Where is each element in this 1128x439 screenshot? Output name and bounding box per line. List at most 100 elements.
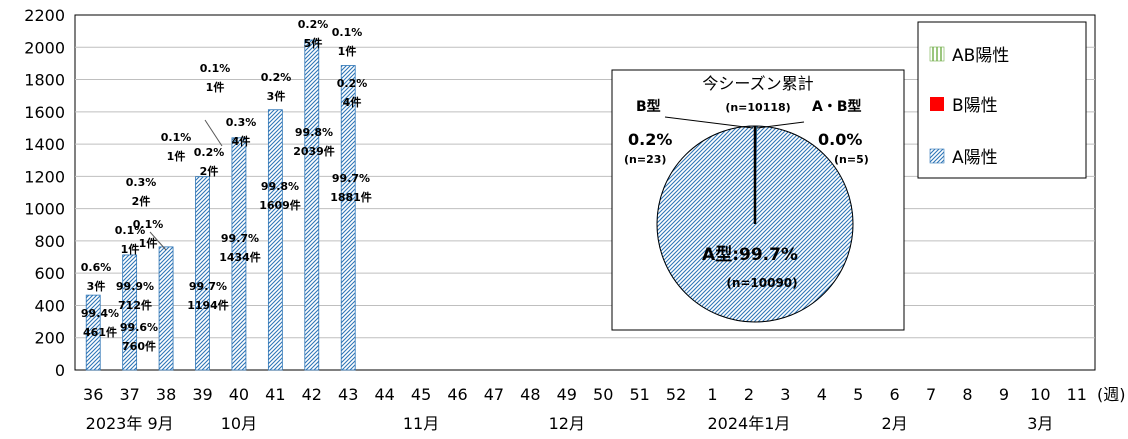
x-tick-label: 40 [229,385,249,404]
pie-total: (n=10118) [725,101,790,114]
legend-label-a: A陽性 [952,148,998,168]
legend-swatch-a [929,148,945,164]
legend-label-b: B陽性 [952,96,998,116]
y-tick-label: 1600 [24,103,65,122]
legend-swatch-b [930,97,944,111]
bar-data-label: 1881件 [330,190,372,204]
x-tick-label: 46 [447,385,467,404]
bar-data-label: 99.9% [116,280,154,293]
x-tick-label: 8 [962,385,972,404]
bar-data-label: 2件 [132,194,151,208]
pie-title: 今シーズン累計 [702,74,813,93]
y-tick-label: 0 [55,361,65,380]
leader-line [204,119,223,147]
x-tick-label: 5 [853,385,863,404]
bar-data-label: 99.7% [221,232,259,245]
pie-label-a-count: (n=10090) [726,276,797,290]
bar-data-label: 4件 [343,95,362,109]
x-tick-label: 2 [744,385,754,404]
bar-data-label: 2件 [200,164,219,178]
month-label: 12月 [549,414,585,433]
pie-label-ab-count: (n=5) [834,153,869,166]
bar-data-label: 99.7% [332,172,370,185]
pie-chart: 今シーズン累計 B型 (n=10118) A・B型 0.2% (n=23) 0.… [611,69,905,331]
month-label: 11月 [403,414,439,433]
bar-data-label: 1件 [206,80,225,94]
pie-label-ab-name: A・B型 [812,98,862,115]
x-tick-label: 7 [926,385,936,404]
bar-data-label: 99.6% [120,321,158,334]
bar-data-label: 99.7% [189,280,227,293]
x-tick-label: 51 [629,385,649,404]
x-axis: 36 37 38 39 40 41 42 43 44 45 46 47 48 49 50 51 52 1 2 3 4 5 6… [83,385,1125,404]
bar-data-label: 2039件 [293,144,335,158]
x-tick-label: 39 [192,385,212,404]
x-tick-label: 52 [666,385,686,404]
bar-data-label: 3件 [267,89,286,103]
bar-data-label: 99.8% [295,126,333,139]
x-tick-label: 42 [302,385,322,404]
leader-line [149,231,167,251]
x-tick-label: 11 [1067,385,1087,404]
month-label: 2月 [882,414,908,433]
x-tick-label: 50 [593,385,613,404]
bar-data-label: 4件 [232,134,251,148]
bar-A陽性-36 [85,294,101,371]
bar-data-label: 0.2% [337,77,368,90]
pie-leader-b [664,116,754,129]
pie-label-b-percent: 0.2% [628,130,672,149]
bar-data-label: 1件 [139,236,158,250]
x-tick-label: 48 [520,385,540,404]
y-tick-label: 1200 [24,167,65,186]
bar-data-label: 1194件 [187,298,229,312]
x-tick-label: 38 [156,385,176,404]
x-tick-label: 6 [890,385,900,404]
x-unit-label: (週) [1097,385,1126,404]
x-tick-label: 41 [265,385,285,404]
bar-data-label: 0.1% [200,62,231,75]
bar-A陽性-40 [231,137,247,371]
bar-data-label: 760件 [122,339,156,353]
legend-label-ab: AB陽性 [952,46,1009,66]
bar-data-label: 1434件 [219,250,261,264]
y-tick-label: 200 [34,329,65,348]
bar-data-label: 99.8% [261,180,299,193]
x-tick-label: 9 [999,385,1009,404]
x-tick-label: 10 [1030,385,1050,404]
bar-data-label: 1件 [167,149,186,163]
bar-data-label: 1609件 [259,198,301,212]
bar-A陽性-43 [340,65,356,371]
bar-data-label: 0.2% [261,71,292,84]
legend: AB陽性 B陽性 A陽性 [917,21,1087,179]
legend-swatch-ab [929,46,945,62]
y-tick-label: 2200 [24,6,65,25]
legend-box [917,21,1087,179]
bar-A陽性-39 [195,176,210,371]
pie-label-b-count: (n=23) [624,153,666,166]
bar-data-label: 1件 [338,44,357,58]
y-tick-label: 2000 [24,38,65,57]
x-tick-label: 49 [557,385,577,404]
bar-data-label: 0.3% [126,176,157,189]
x-tick-label: 47 [484,385,504,404]
bar-data-label: 0.2% [194,146,225,159]
x-tick-label: 36 [83,385,103,404]
bar-A陽性-41 [267,109,283,371]
plot-frame [74,14,1096,371]
month-label: 10月 [221,414,257,433]
y-tick-label: 1400 [24,135,65,154]
x-tick-label: 4 [817,385,827,404]
month-axis: 2023年 9月 10月 11月 12月 2024年1月 2月 3月 [86,414,1054,433]
bar-data-label: 0.1% [161,131,192,144]
x-tick-label: 1 [707,385,717,404]
bar-data-label: 0.1% [332,26,363,39]
y-tick-label: 1000 [24,200,65,219]
y-tick-label: 1800 [24,71,65,90]
pie-leader-ab [756,121,805,129]
bar-data-label: 0.6% [81,261,112,274]
month-label: 3月 [1027,414,1053,433]
y-tick-label: 800 [34,232,65,251]
x-tick-label: 44 [374,385,394,404]
bar-data-label: 0.3% [226,116,257,129]
